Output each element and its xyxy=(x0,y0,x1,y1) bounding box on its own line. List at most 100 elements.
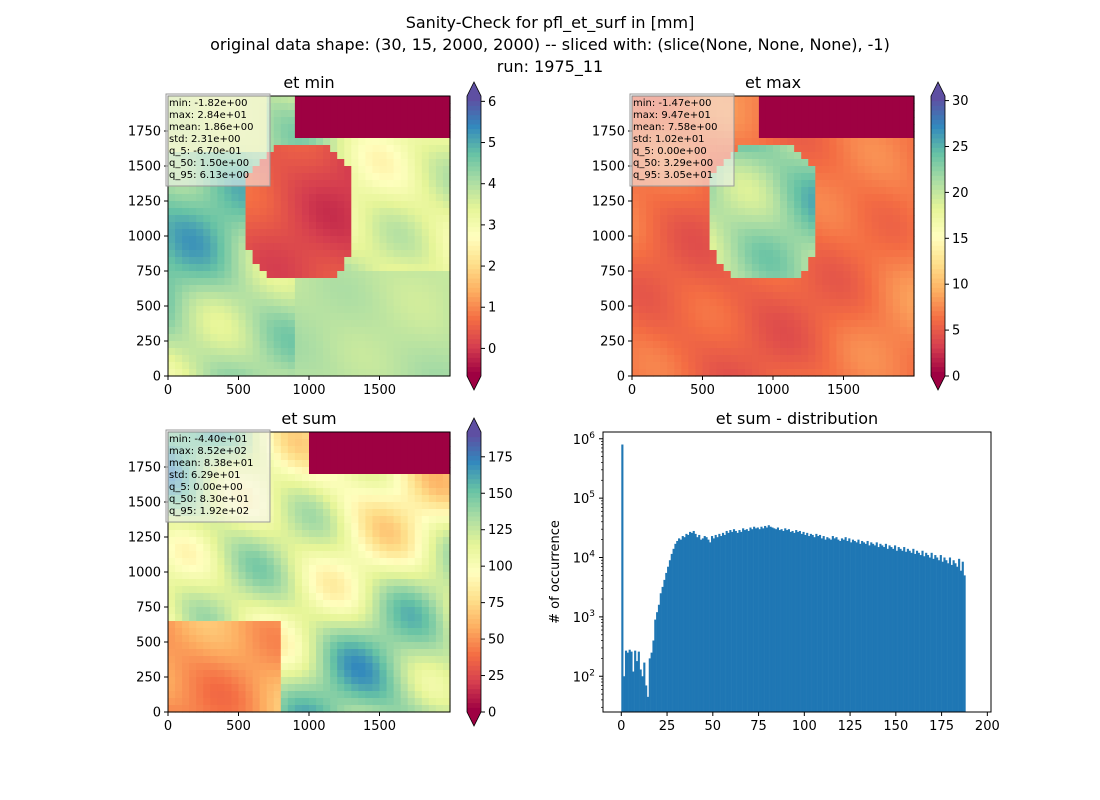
heatmap-cell xyxy=(773,166,781,174)
heatmap-cell xyxy=(407,334,416,342)
heatmap-cell xyxy=(351,628,359,636)
heatmap-cell xyxy=(294,166,303,174)
heatmap-cell xyxy=(393,614,402,622)
heatmap-cell xyxy=(737,320,746,328)
heatmap-cell xyxy=(358,173,366,181)
heatmap-cell xyxy=(421,117,430,125)
heatmap-cell xyxy=(294,600,303,608)
heatmap-cell xyxy=(843,180,852,188)
colorbar-segment xyxy=(467,348,481,354)
colorbar-segment xyxy=(931,296,945,302)
heatmap-cell xyxy=(294,243,303,251)
heatmap-cell xyxy=(386,516,395,524)
heatmap-cell xyxy=(323,572,331,580)
heatmap-cell xyxy=(323,264,331,272)
heatmap-cell xyxy=(716,201,725,209)
heatmap-cell xyxy=(414,173,423,181)
heatmap-cell xyxy=(351,467,359,475)
heatmap-cell xyxy=(358,124,366,132)
heatmap-cell xyxy=(421,698,430,706)
heatmap-cell xyxy=(301,509,310,517)
heatmap-cell xyxy=(294,621,303,629)
heatmap-cell xyxy=(892,229,901,237)
heatmap-cell xyxy=(316,502,324,510)
heatmap-cell xyxy=(372,635,381,643)
heatmap-cell xyxy=(245,572,254,580)
heatmap-cell xyxy=(815,215,823,223)
heatmap-cell xyxy=(168,705,176,713)
heatmap-cell xyxy=(365,593,374,601)
heatmap-cell xyxy=(400,362,409,370)
heatmap-cell xyxy=(210,677,218,685)
heatmap-cell xyxy=(442,432,451,440)
heatmap-cell xyxy=(414,544,423,552)
heatmap-cell xyxy=(330,635,338,643)
heatmap-cell xyxy=(323,656,331,664)
heatmap-cell xyxy=(386,278,395,286)
heatmap-cell xyxy=(330,320,338,328)
heatmap-cell xyxy=(238,194,247,202)
heatmap-cell xyxy=(379,593,388,601)
heatmap-cell xyxy=(273,292,282,300)
heatmap-cell xyxy=(337,586,345,594)
heatmap-cell xyxy=(407,670,416,678)
heatmap-cell xyxy=(906,215,915,223)
heatmap-cell xyxy=(829,306,838,314)
heatmap-cell xyxy=(646,313,654,321)
heatmap-cell xyxy=(765,187,774,195)
heatmap-cell xyxy=(210,201,218,209)
heatmap-cell xyxy=(667,264,675,272)
colorbar-segment xyxy=(467,352,481,358)
heatmap-cell xyxy=(280,110,289,118)
heatmap-cell xyxy=(372,656,381,664)
heatmap-cell xyxy=(386,152,395,160)
heatmap-cell xyxy=(878,124,887,132)
heatmap-cell xyxy=(688,334,697,342)
heatmap-cell xyxy=(294,439,303,447)
heatmap-cell xyxy=(681,327,689,335)
heatmap-cell xyxy=(182,593,190,601)
heatmap-cell xyxy=(294,229,303,237)
heatmap-cell xyxy=(393,299,402,307)
heatmap-cell xyxy=(196,663,204,671)
heatmap-cell xyxy=(266,313,275,321)
heatmap-cell xyxy=(730,264,739,272)
heatmap-cell xyxy=(231,649,240,657)
heatmap-cell xyxy=(801,236,809,244)
heatmap-cell xyxy=(287,586,296,594)
heatmap-cell xyxy=(871,369,880,377)
heatmap-cell xyxy=(231,222,240,230)
heatmap-cell xyxy=(224,362,233,370)
heatmap-cell xyxy=(421,96,430,104)
heatmap-cell xyxy=(414,649,423,657)
heatmap-cell xyxy=(751,110,760,118)
heatmap-cell xyxy=(266,243,275,251)
heatmap-cell xyxy=(379,649,388,657)
heatmap-cell xyxy=(407,530,416,538)
heatmap-cell xyxy=(266,481,275,489)
heatmap-cell xyxy=(365,600,374,608)
heatmap-cell xyxy=(238,663,247,671)
heatmap-cell xyxy=(323,551,331,559)
heatmap-cell xyxy=(885,110,894,118)
heatmap-cell xyxy=(435,194,444,202)
heatmap-cell xyxy=(245,565,254,573)
heatmap-cell xyxy=(667,243,675,251)
heatmap-cell xyxy=(224,544,233,552)
colorbar-segment xyxy=(467,292,481,298)
heatmap-cell xyxy=(885,299,894,307)
heatmap-cell xyxy=(857,96,866,104)
heatmap-cell xyxy=(323,691,331,699)
heatmap-cell xyxy=(351,278,359,286)
heatmap-cell xyxy=(372,579,381,587)
heatmap-cell xyxy=(428,523,437,531)
heatmap-cell xyxy=(857,159,866,167)
heatmap-cell xyxy=(224,299,233,307)
heatmap-cell xyxy=(231,327,240,335)
heatmap-cell xyxy=(892,117,901,125)
heatmap-cell xyxy=(906,166,915,174)
heatmap-cell xyxy=(379,145,388,153)
colorbar-segment xyxy=(467,259,481,265)
heatmap-cell xyxy=(829,194,838,202)
heatmap-cell xyxy=(365,138,374,146)
